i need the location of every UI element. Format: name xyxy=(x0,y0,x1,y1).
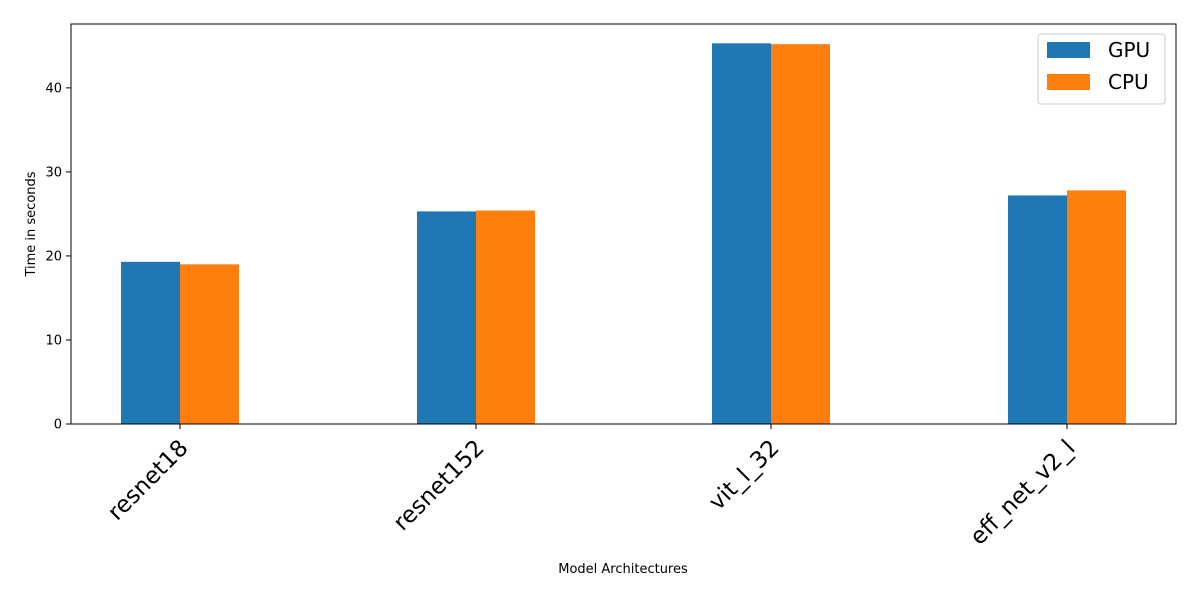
y-tick-label: 20 xyxy=(45,249,62,264)
legend-swatch-gpu xyxy=(1047,42,1090,58)
y-tick-label: 10 xyxy=(45,333,62,348)
bars-group xyxy=(121,43,1126,425)
y-tick-label: 0 xyxy=(54,418,62,433)
y-axis-label: Time in seconds xyxy=(24,171,39,277)
y-axis: 0 10 20 30 40 xyxy=(45,81,71,433)
legend-label-cpu: CPU xyxy=(1108,70,1149,94)
bar-cpu-resnet152 xyxy=(476,210,535,424)
x-tick-label-vit_l_32: vit_l_32 xyxy=(704,435,784,515)
legend: GPU CPU xyxy=(1037,33,1166,105)
legend-swatch-cpu xyxy=(1047,74,1090,90)
legend-label-gpu: GPU xyxy=(1108,38,1150,62)
x-tick-label-eff_net_v2_l: eff_net_v2_l xyxy=(965,435,1080,550)
bar-cpu-resnet18 xyxy=(180,264,239,424)
y-tick-label: 40 xyxy=(45,81,62,96)
x-axis: resnet18 resnet152 vit_l_32 eff_net_v2_l xyxy=(103,424,1081,550)
plot-frame xyxy=(70,23,1177,425)
bar-gpu-resnet152 xyxy=(417,211,476,424)
x-tick-label-resnet152: resnet152 xyxy=(389,435,490,536)
x-axis-label: Model Architectures xyxy=(558,562,688,577)
y-tick-label: 30 xyxy=(45,165,62,180)
bar-cpu-eff_net_v2_l xyxy=(1067,190,1126,424)
bar-gpu-resnet18 xyxy=(121,261,180,424)
bar-gpu-vit_l_32 xyxy=(712,43,771,425)
plot-area xyxy=(70,23,1177,425)
bar-gpu-eff_net_v2_l xyxy=(1008,195,1067,424)
x-tick-label-resnet18: resnet18 xyxy=(103,435,194,526)
bar-cpu-vit_l_32 xyxy=(771,44,830,425)
